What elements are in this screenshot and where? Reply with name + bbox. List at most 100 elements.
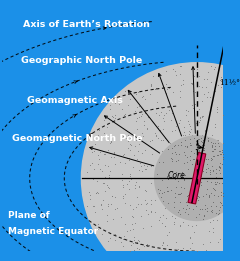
Point bbox=[93, 210, 96, 215]
Point bbox=[190, 162, 193, 166]
Point bbox=[161, 160, 165, 164]
Point bbox=[161, 212, 165, 217]
Point bbox=[215, 218, 219, 222]
Point bbox=[231, 152, 235, 157]
Point bbox=[142, 123, 146, 128]
Point bbox=[160, 178, 164, 182]
Point bbox=[218, 161, 222, 165]
Point bbox=[168, 141, 172, 145]
Point bbox=[208, 171, 212, 176]
Point bbox=[128, 148, 132, 152]
Point bbox=[213, 82, 217, 86]
Point bbox=[188, 124, 192, 128]
Point bbox=[201, 115, 204, 119]
Point bbox=[121, 134, 125, 138]
Point bbox=[135, 246, 138, 250]
Point bbox=[116, 206, 120, 210]
Point bbox=[222, 235, 226, 239]
Point bbox=[129, 243, 133, 247]
Point bbox=[196, 141, 200, 145]
Point bbox=[190, 143, 193, 147]
Point bbox=[156, 187, 159, 191]
Point bbox=[216, 240, 220, 245]
Point bbox=[209, 64, 213, 68]
Point bbox=[238, 259, 240, 261]
Point bbox=[197, 74, 201, 78]
Point bbox=[121, 196, 125, 200]
Point bbox=[147, 115, 150, 119]
Point bbox=[214, 65, 217, 69]
Point bbox=[191, 194, 194, 199]
Point bbox=[176, 158, 180, 162]
Point bbox=[173, 177, 176, 181]
Point bbox=[174, 124, 178, 128]
Point bbox=[208, 220, 212, 224]
Point bbox=[181, 82, 185, 86]
Point bbox=[193, 163, 197, 167]
Point bbox=[167, 147, 170, 151]
Point bbox=[193, 181, 197, 185]
Point bbox=[140, 151, 144, 155]
Point bbox=[199, 180, 203, 184]
Point bbox=[154, 110, 158, 115]
Point bbox=[107, 175, 110, 179]
Point bbox=[216, 83, 220, 87]
Text: Plane of: Plane of bbox=[8, 211, 50, 220]
Point bbox=[200, 133, 204, 137]
Point bbox=[123, 201, 127, 205]
Point bbox=[97, 157, 101, 161]
Point bbox=[224, 139, 228, 144]
Point bbox=[211, 186, 215, 190]
Point bbox=[170, 151, 174, 155]
Text: Geomagnetic North Pole: Geomagnetic North Pole bbox=[12, 134, 142, 143]
Point bbox=[226, 154, 229, 158]
Point bbox=[209, 204, 213, 208]
Point bbox=[210, 133, 214, 137]
Point bbox=[145, 242, 149, 246]
Point bbox=[127, 156, 131, 160]
Point bbox=[110, 194, 114, 198]
Point bbox=[143, 97, 146, 102]
Point bbox=[132, 215, 135, 219]
Point bbox=[181, 205, 185, 210]
Point bbox=[128, 141, 132, 146]
Point bbox=[164, 216, 168, 220]
Point bbox=[213, 141, 217, 145]
Point bbox=[120, 172, 124, 176]
Point bbox=[196, 141, 200, 146]
Point bbox=[218, 149, 222, 153]
Point bbox=[128, 174, 132, 178]
Point bbox=[217, 208, 221, 212]
Point bbox=[165, 87, 169, 91]
Point bbox=[143, 163, 146, 167]
Point bbox=[141, 94, 145, 98]
Point bbox=[145, 201, 149, 205]
Point bbox=[208, 95, 212, 99]
Point bbox=[215, 110, 218, 114]
Point bbox=[166, 147, 170, 151]
Text: Geomagnetic Axis: Geomagnetic Axis bbox=[27, 96, 123, 105]
Point bbox=[135, 195, 139, 199]
Point bbox=[220, 162, 224, 166]
Point bbox=[159, 195, 163, 200]
Point bbox=[103, 162, 107, 167]
Point bbox=[233, 186, 237, 190]
Text: Magnetic Equator: Magnetic Equator bbox=[8, 227, 99, 236]
Point bbox=[100, 169, 104, 173]
Point bbox=[126, 103, 130, 107]
Point bbox=[187, 134, 191, 138]
Point bbox=[129, 249, 132, 253]
Point bbox=[90, 150, 93, 154]
Point bbox=[161, 126, 165, 130]
Point bbox=[234, 185, 238, 189]
Point bbox=[213, 122, 217, 127]
Point bbox=[172, 200, 176, 204]
Point bbox=[182, 130, 186, 134]
Point bbox=[149, 164, 153, 169]
Point bbox=[87, 189, 91, 194]
Point bbox=[102, 131, 106, 135]
Point bbox=[238, 160, 240, 164]
Point bbox=[143, 111, 147, 116]
Point bbox=[239, 176, 240, 180]
Point bbox=[157, 191, 161, 195]
